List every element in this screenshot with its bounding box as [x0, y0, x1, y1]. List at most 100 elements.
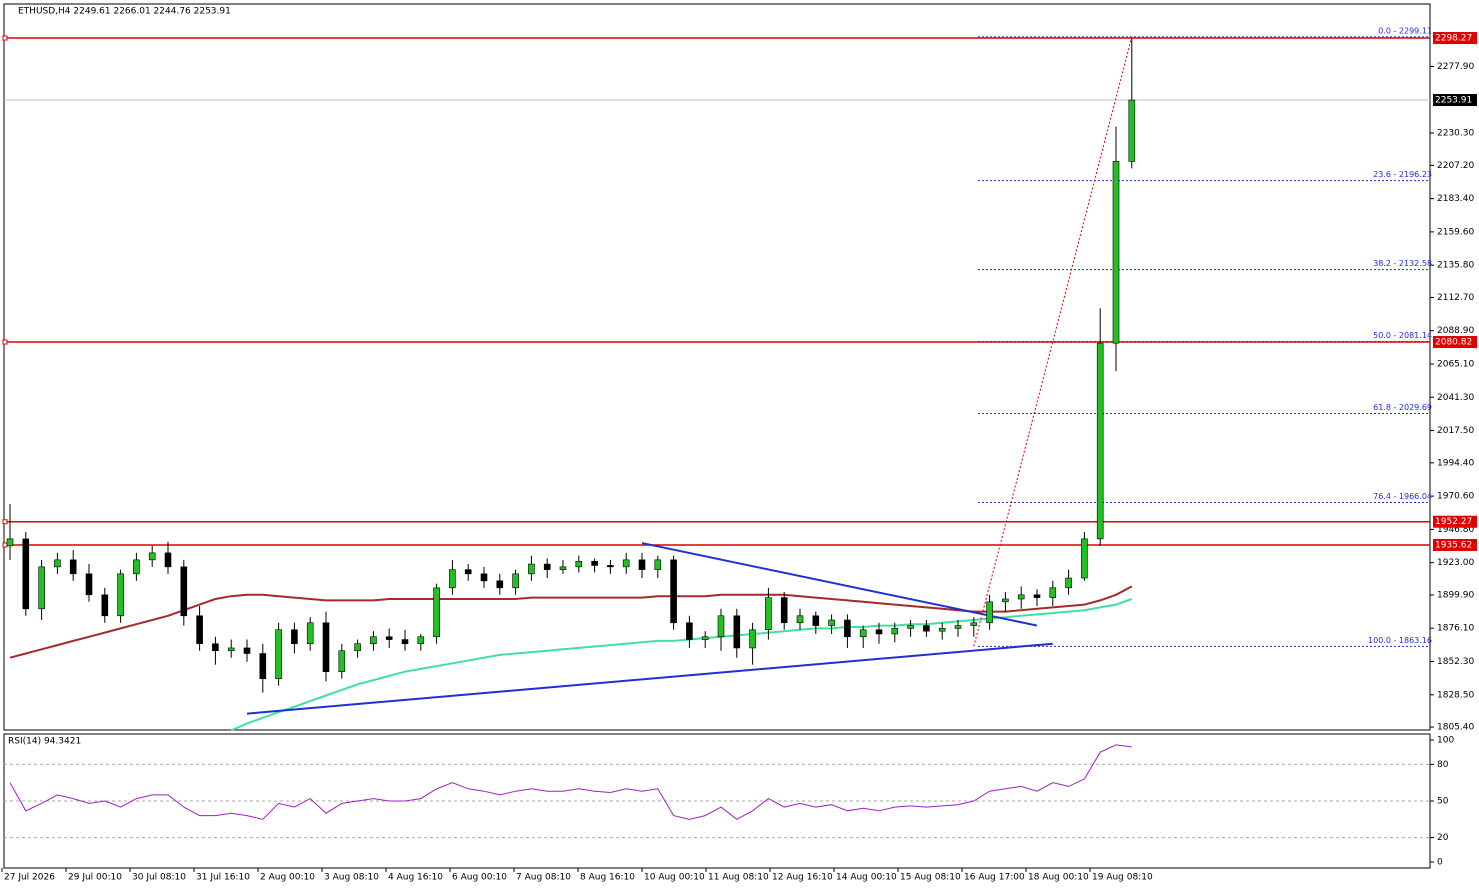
candle-body	[828, 619, 835, 626]
candle-body	[164, 552, 172, 568]
candle-body	[1128, 99, 1136, 162]
candle-body	[686, 622, 693, 640]
y-tick-label: 2088.90	[1437, 326, 1474, 336]
candle-body	[385, 636, 393, 640]
candle-body	[638, 559, 646, 570]
fib-label: 61.8 - 2029.69	[1373, 403, 1432, 412]
candle-body	[670, 559, 677, 624]
fib-label: 100.0 - 1863.16	[1368, 636, 1432, 645]
candle-body	[607, 565, 614, 568]
candle-body	[148, 552, 156, 561]
candle-body	[875, 629, 883, 635]
candle-body	[749, 629, 756, 649]
candle-body	[370, 636, 377, 645]
y-tick-label: 2207.20	[1437, 161, 1474, 171]
y-tick-label: 1994.40	[1437, 458, 1474, 468]
candle-body	[322, 622, 330, 673]
x-tick-label: 15 Aug 08:10	[900, 873, 961, 883]
candle-body	[622, 559, 630, 568]
candle-body	[1033, 594, 1041, 598]
level-handle	[2, 542, 8, 548]
candle-body	[464, 569, 472, 575]
candle-body	[354, 643, 361, 652]
fib-label: 23.6 - 2196.23	[1373, 170, 1432, 179]
candle-body	[1096, 342, 1104, 540]
candle-body	[1049, 587, 1057, 598]
candle-body	[923, 625, 930, 632]
candle-body	[69, 559, 77, 575]
candle-body	[512, 573, 519, 589]
level-label: 2298.27	[1435, 34, 1472, 44]
y-tick-label: 2183.40	[1437, 194, 1474, 204]
fib-label: 38.2 - 2132.58	[1373, 259, 1432, 268]
rsi-tick-label: 50	[1437, 797, 1449, 807]
candle-body	[133, 559, 140, 575]
y-tick-label: 1876.10	[1437, 624, 1474, 634]
y-tick-label: 2017.50	[1437, 426, 1474, 436]
candle-body	[22, 538, 30, 610]
y-tick-label: 1923.00	[1437, 558, 1474, 568]
candle-body	[575, 560, 583, 568]
trendline	[641, 542, 1038, 627]
last-price-box	[1433, 94, 1477, 107]
x-tick-label: 6 Aug 00:10	[452, 873, 507, 883]
level-label: 1952.27	[1435, 517, 1472, 527]
candle-body	[1002, 598, 1009, 603]
candle-body	[401, 639, 409, 645]
x-tick-label: 7 Aug 08:10	[516, 873, 571, 883]
x-tick-label: 14 Aug 00:10	[836, 873, 897, 883]
candle-body	[1017, 594, 1025, 600]
candle-body	[338, 650, 346, 673]
candle-body	[970, 622, 978, 626]
candle-body	[275, 629, 282, 679]
x-tick-label: 4 Aug 16:10	[388, 873, 443, 883]
level-box	[1433, 32, 1477, 45]
candle-body	[480, 573, 488, 582]
rsi-tick-label: 20	[1437, 833, 1449, 843]
rsi-line	[9, 744, 1132, 820]
x-tick-label: 19 Aug 08:10	[1092, 873, 1153, 883]
fib-trend	[973, 36, 1133, 647]
main-panel	[3, 3, 1431, 731]
x-tick-label: 11 Aug 08:10	[708, 873, 769, 883]
level-handle	[2, 519, 8, 525]
candle-body	[654, 559, 662, 570]
candle-body	[101, 594, 109, 617]
level-label: 2080.82	[1435, 338, 1472, 348]
ma-slow	[9, 585, 1133, 659]
candle-body	[54, 559, 61, 568]
candle-body	[528, 563, 535, 575]
rsi-tick-label: 100	[1437, 736, 1454, 746]
candle-body	[717, 615, 725, 638]
candle-body	[591, 560, 598, 566]
x-tick-label: 31 Jul 16:10	[196, 873, 250, 883]
fib-label: 0.0 - 2299.11	[1378, 26, 1432, 35]
candle-body	[907, 625, 914, 629]
y-tick-label: 2277.90	[1437, 62, 1474, 72]
candle-body	[259, 653, 267, 679]
x-tick-label: 8 Aug 16:10	[580, 873, 635, 883]
candle-body	[543, 563, 551, 570]
candle-body	[1081, 538, 1088, 579]
x-tick-label: 2 Aug 00:10	[260, 873, 315, 883]
candle-body	[812, 615, 820, 626]
candle-body	[417, 636, 425, 645]
candle-body	[291, 629, 298, 645]
last-price-label: 2253.91	[1435, 96, 1472, 106]
candle-body	[954, 625, 962, 629]
candle-body	[765, 597, 772, 631]
candle-body	[733, 615, 741, 649]
x-tick-label: 30 Jul 08:10	[132, 873, 186, 883]
y-tick-label: 2230.30	[1437, 129, 1474, 139]
candle-body	[85, 573, 93, 596]
header: ETHUSD,H4 2249.61 2266.01 2244.76 2253.9…	[18, 7, 231, 17]
y-tick-label: 2159.60	[1437, 227, 1474, 237]
candle-body	[1112, 161, 1120, 344]
candle-body	[796, 615, 804, 624]
x-tick-label: 12 Aug 16:10	[772, 873, 833, 883]
y-tick-label: 1828.50	[1437, 690, 1474, 700]
rsi-tick-label: 0	[1437, 858, 1443, 868]
candle-body	[449, 569, 456, 589]
x-tick-label: 16 Aug 17:00	[964, 873, 1025, 883]
